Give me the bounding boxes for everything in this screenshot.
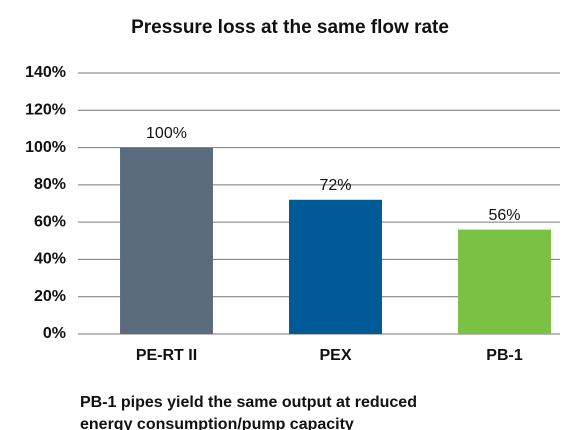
data-label: 72% <box>319 177 351 194</box>
y-tick-label: 120% <box>25 102 66 119</box>
chart-title: Pressure loss at the same flow rate <box>131 17 449 38</box>
y-tick-label: 140% <box>25 64 66 81</box>
x-tick-label: PEX <box>319 347 351 364</box>
x-tick-label: PB-1 <box>486 347 523 364</box>
y-tick-label: 20% <box>34 288 66 305</box>
y-tick-label: 80% <box>34 176 66 193</box>
data-label: 56% <box>488 207 520 224</box>
caption: PB-1 pipes yield the same output at redu… <box>80 394 417 411</box>
bar <box>289 199 382 334</box>
caption: energy consumption/pump capacity <box>80 416 354 430</box>
bar <box>120 147 213 334</box>
y-tick-label: 40% <box>34 251 66 268</box>
y-tick-label: 60% <box>34 213 66 230</box>
x-tick-label: PE-RT II <box>136 347 197 364</box>
data-label: 100% <box>146 125 187 142</box>
bar <box>458 229 551 334</box>
y-tick-label: 100% <box>25 139 66 156</box>
y-tick-label: 0% <box>43 325 66 342</box>
